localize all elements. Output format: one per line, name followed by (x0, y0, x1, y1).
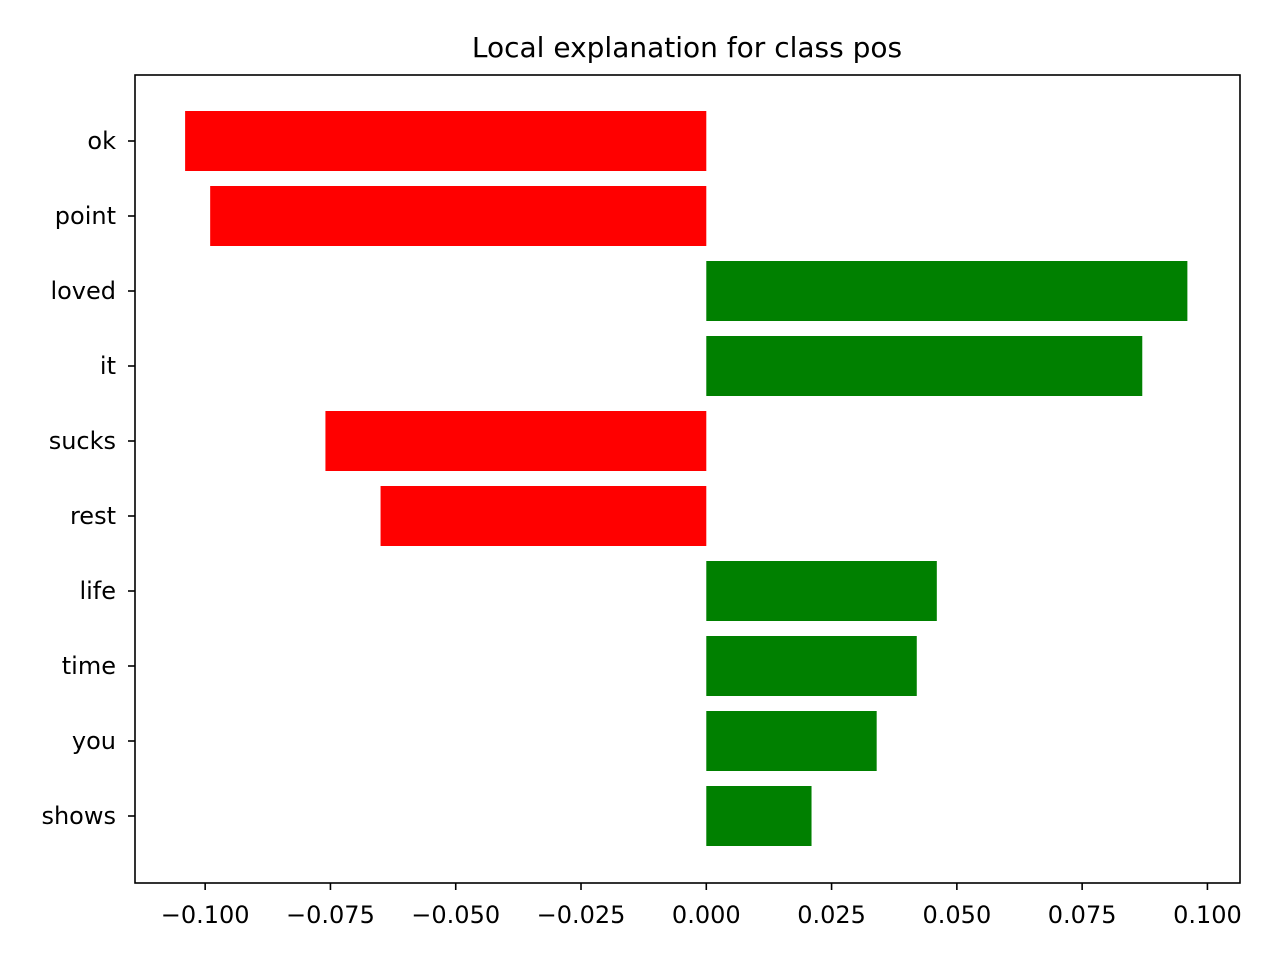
y-tick-label: point (55, 202, 116, 230)
x-tick-label: 0.000 (672, 901, 741, 929)
bar-time (706, 636, 917, 696)
y-axis: ok point loved it sucks rest life time you shows (41, 127, 135, 830)
bar-loved (706, 261, 1188, 321)
bar-rest (380, 486, 707, 546)
bar-shows (706, 786, 812, 846)
y-tick-label: you (72, 727, 116, 755)
y-tick-label: loved (50, 277, 116, 305)
chart-title: Local explanation for class pos (472, 31, 902, 64)
bar-point (210, 186, 707, 246)
y-tick-label: rest (70, 502, 116, 530)
x-tick-label: −0.075 (286, 901, 375, 929)
y-tick-label: ok (87, 127, 116, 155)
y-tick-label: life (79, 577, 116, 605)
x-tick-label: 0.025 (797, 901, 866, 929)
y-tick-label: sucks (49, 427, 116, 455)
y-tick-label: shows (41, 802, 116, 830)
axes-frame (134, 74, 1241, 884)
x-tick-label: 0.075 (1048, 901, 1117, 929)
bar-ok (185, 111, 707, 171)
bar-life (706, 561, 937, 621)
x-tick-label: 0.050 (923, 901, 992, 929)
x-tick-label: −0.100 (161, 901, 250, 929)
x-axis: −0.100 −0.075 −0.050 −0.025 0.000 0.025 0.050 0… (161, 883, 1242, 929)
y-tick-label: it (100, 352, 116, 380)
bar-sucks (325, 411, 707, 471)
x-tick-label: −0.050 (411, 901, 500, 929)
bar-it (706, 336, 1143, 396)
bar-you (706, 711, 877, 771)
y-tick-label: time (62, 652, 116, 680)
x-tick-label: 0.100 (1173, 901, 1242, 929)
x-tick-label: −0.025 (537, 901, 626, 929)
bars-group (185, 111, 1188, 846)
